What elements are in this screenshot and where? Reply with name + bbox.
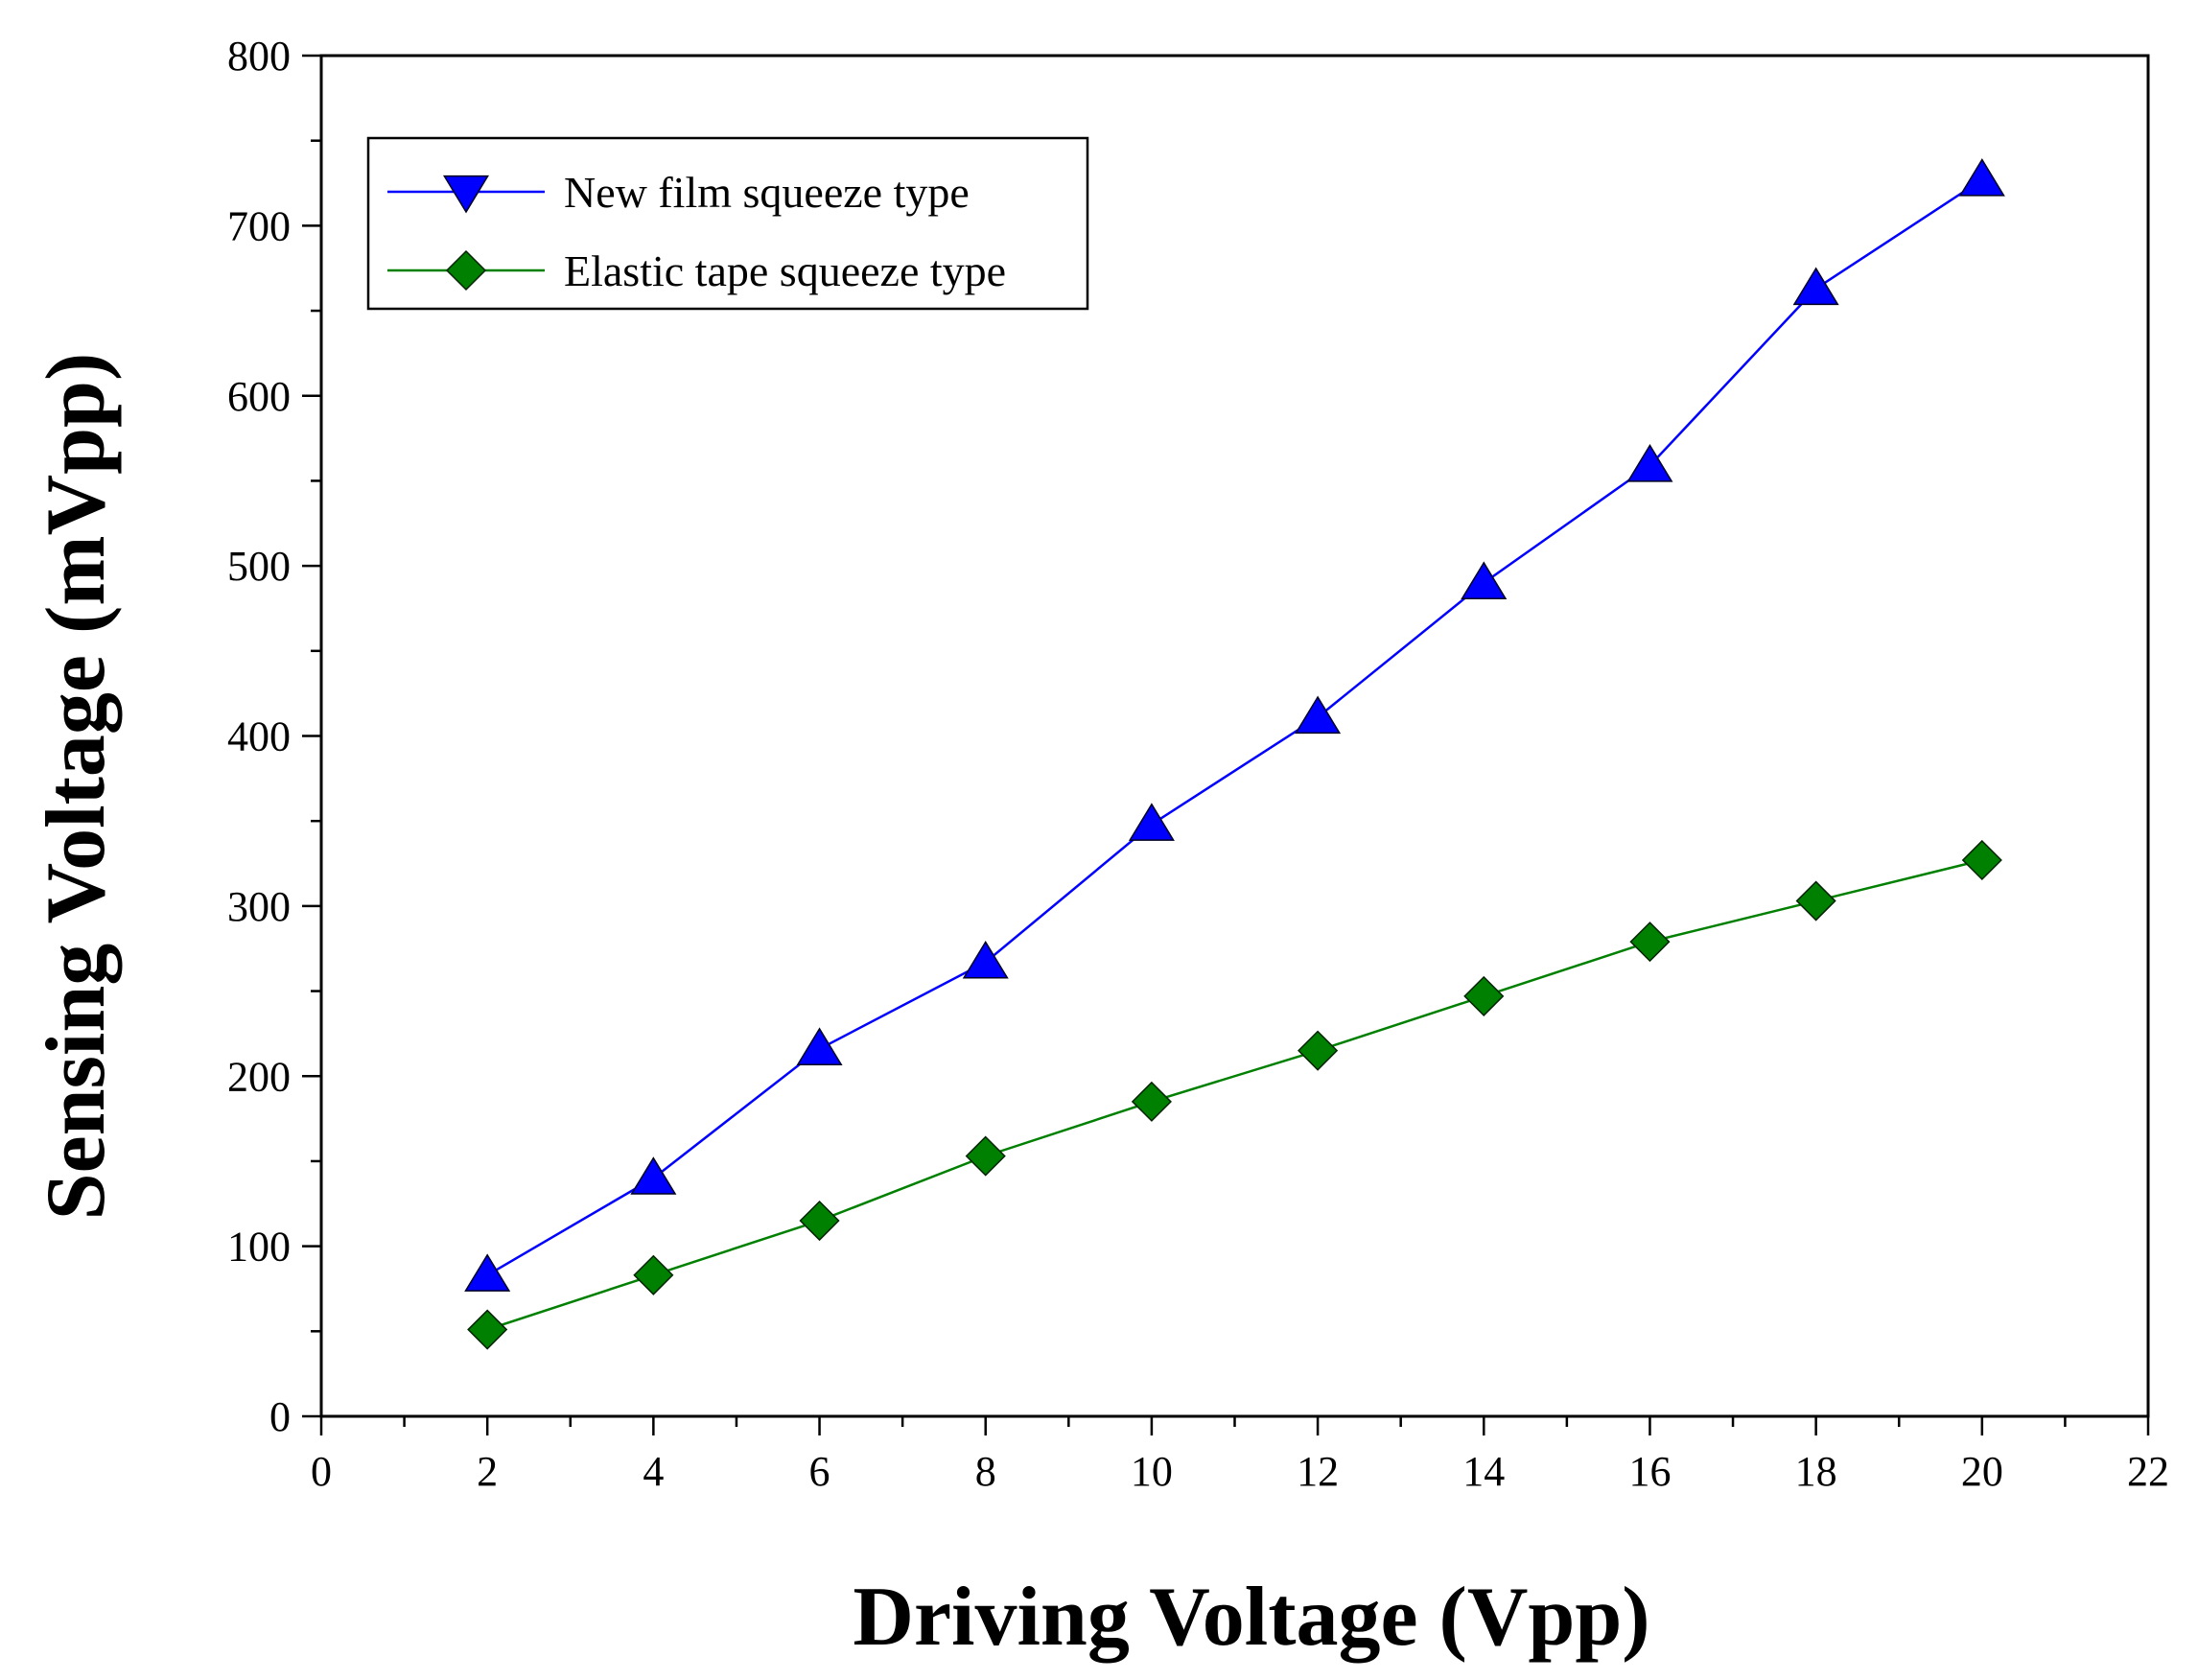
- series-1: [464, 158, 2005, 1292]
- data-point: [1131, 1081, 1172, 1122]
- legend-label: Elastic tape squeeze type: [564, 246, 1006, 295]
- y-axis-ticks: 0 100 200 300 400 500 600 700 800: [227, 33, 321, 1440]
- data-point: [1298, 1030, 1339, 1071]
- data-point: [1629, 922, 1671, 963]
- data-point: [633, 1254, 674, 1295]
- x-tick-label: 0: [311, 1448, 332, 1495]
- y-tick-label: 500: [227, 543, 291, 590]
- data-point: [799, 1200, 840, 1242]
- legend-marker: [445, 249, 487, 292]
- data-point: [1792, 267, 1839, 306]
- y-tick-label: 0: [269, 1393, 291, 1440]
- legend-entry: Elastic tape squeeze type: [387, 246, 1006, 295]
- x-tick-label: 14: [1462, 1448, 1505, 1495]
- x-tick-label: 22: [2127, 1448, 2169, 1495]
- legend-entries: New film squeeze type Elastic tape squeez…: [387, 168, 1006, 295]
- x-tick-label: 8: [975, 1448, 996, 1495]
- x-tick-label: 18: [1795, 1448, 1837, 1495]
- data-point: [796, 1027, 843, 1065]
- y-tick-label: 200: [227, 1053, 291, 1100]
- x-tick-label: 2: [477, 1448, 498, 1495]
- legend-label: New film squeeze type: [564, 168, 970, 217]
- y-tick-label: 800: [227, 33, 291, 80]
- y-tick-label: 300: [227, 883, 291, 930]
- x-axis-ticks: 0 2 4 6 8 10 12 14 16 18 20 22: [311, 1416, 2169, 1495]
- data-point: [962, 940, 1009, 979]
- y-tick-label: 600: [227, 373, 291, 420]
- data-point: [1795, 880, 1836, 922]
- legend-entry: New film squeeze type: [387, 168, 970, 217]
- y-tick-label: 700: [227, 202, 291, 249]
- legend-box: [366, 136, 1089, 311]
- data-point: [1463, 975, 1505, 1016]
- data-point: [1626, 444, 1673, 482]
- x-tick-label: 10: [1131, 1448, 1173, 1495]
- x-axis-title: Driving Voltage (Vpp): [853, 1571, 1649, 1664]
- data-point: [1295, 695, 1342, 735]
- data-point: [1128, 803, 1175, 841]
- data-point: [1958, 158, 2005, 197]
- data-point: [1461, 561, 1508, 599]
- x-tick-label: 6: [809, 1448, 830, 1495]
- series-layer: [464, 158, 2005, 1350]
- legend: New film squeeze type Elastic tape squeez…: [366, 136, 1089, 311]
- x-tick-label: 4: [643, 1448, 664, 1495]
- y-axis-title: Sensing Voltage (mVpp): [30, 353, 123, 1221]
- data-point: [464, 1253, 511, 1292]
- series-line: [486, 178, 1983, 1276]
- series-line: [486, 858, 1983, 1331]
- y-tick-label: 100: [227, 1224, 291, 1271]
- x-tick-label: 16: [1628, 1448, 1671, 1495]
- x-tick-label: 20: [1961, 1448, 2003, 1495]
- data-point: [1961, 839, 2002, 881]
- legend-marker: [442, 175, 490, 214]
- data-point: [965, 1135, 1006, 1177]
- data-point: [630, 1156, 677, 1195]
- x-tick-label: 12: [1297, 1448, 1339, 1495]
- y-tick-label: 400: [227, 713, 291, 760]
- series-2: [467, 839, 2002, 1350]
- data-point: [467, 1309, 508, 1350]
